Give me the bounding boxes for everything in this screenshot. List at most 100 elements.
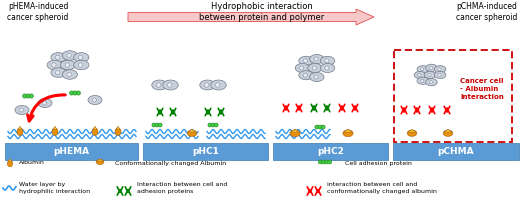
- Ellipse shape: [96, 159, 104, 164]
- Circle shape: [325, 59, 329, 63]
- Ellipse shape: [62, 51, 78, 60]
- Text: Cell adhesion protein: Cell adhesion protein: [345, 161, 412, 166]
- Circle shape: [300, 66, 304, 70]
- Circle shape: [56, 71, 60, 75]
- Text: Hydrophobic interaction
between protein and polymer: Hydrophobic interaction between protein …: [199, 2, 325, 22]
- Circle shape: [65, 63, 69, 67]
- Circle shape: [303, 59, 307, 63]
- Text: Conformationally changed Albumin: Conformationally changed Albumin: [115, 161, 226, 166]
- Circle shape: [158, 123, 162, 127]
- Circle shape: [324, 160, 329, 164]
- Bar: [393, 143, 519, 160]
- Ellipse shape: [425, 79, 437, 86]
- Text: pHEMA: pHEMA: [53, 147, 90, 156]
- Ellipse shape: [88, 95, 102, 104]
- Circle shape: [418, 73, 421, 77]
- Ellipse shape: [51, 68, 66, 77]
- Circle shape: [303, 73, 307, 77]
- Circle shape: [314, 75, 318, 79]
- Ellipse shape: [115, 128, 121, 136]
- Circle shape: [29, 94, 34, 98]
- Text: pHC2: pHC2: [317, 147, 344, 156]
- Circle shape: [157, 83, 161, 87]
- Polygon shape: [93, 126, 97, 130]
- Circle shape: [315, 125, 319, 129]
- Ellipse shape: [152, 80, 167, 90]
- Ellipse shape: [7, 160, 13, 167]
- Circle shape: [429, 66, 432, 69]
- Ellipse shape: [414, 71, 425, 79]
- Circle shape: [214, 123, 218, 127]
- Ellipse shape: [38, 99, 52, 108]
- Circle shape: [67, 72, 71, 77]
- Ellipse shape: [200, 80, 215, 90]
- Ellipse shape: [51, 53, 66, 62]
- Circle shape: [73, 91, 77, 95]
- Polygon shape: [8, 159, 12, 162]
- Text: pHEMA-induced
cancer spheroid: pHEMA-induced cancer spheroid: [7, 2, 69, 22]
- Ellipse shape: [299, 71, 313, 80]
- Bar: [273, 143, 388, 160]
- Ellipse shape: [295, 64, 310, 72]
- Text: Albumin: Albumin: [19, 161, 45, 166]
- Ellipse shape: [424, 71, 436, 79]
- Ellipse shape: [62, 70, 78, 79]
- Circle shape: [318, 125, 322, 129]
- Ellipse shape: [310, 55, 324, 64]
- Ellipse shape: [434, 71, 446, 79]
- Polygon shape: [53, 126, 57, 130]
- FancyArrow shape: [128, 9, 374, 25]
- Circle shape: [204, 83, 209, 87]
- Ellipse shape: [343, 130, 353, 137]
- Ellipse shape: [74, 53, 89, 62]
- Bar: [143, 143, 268, 160]
- Circle shape: [428, 73, 431, 77]
- Circle shape: [26, 94, 30, 98]
- Ellipse shape: [320, 56, 335, 65]
- Ellipse shape: [187, 130, 197, 136]
- Ellipse shape: [47, 60, 62, 70]
- Ellipse shape: [320, 64, 335, 72]
- Polygon shape: [97, 159, 103, 161]
- Polygon shape: [344, 129, 352, 132]
- Ellipse shape: [52, 128, 58, 136]
- Circle shape: [92, 98, 96, 102]
- Circle shape: [321, 160, 325, 164]
- Circle shape: [314, 57, 318, 61]
- Circle shape: [23, 94, 27, 98]
- Circle shape: [215, 83, 220, 87]
- Circle shape: [155, 123, 159, 127]
- Text: pCHMA: pCHMA: [438, 147, 474, 156]
- Circle shape: [312, 66, 316, 70]
- Circle shape: [318, 160, 322, 164]
- Text: pHC1: pHC1: [192, 147, 219, 156]
- Ellipse shape: [74, 60, 89, 70]
- Circle shape: [321, 125, 325, 129]
- Text: Water layer by
hydrophilic interaction: Water layer by hydrophilic interaction: [19, 182, 90, 194]
- Polygon shape: [291, 129, 299, 132]
- Ellipse shape: [407, 130, 417, 136]
- Ellipse shape: [92, 128, 98, 136]
- Text: Cancer cell
- Albumin
Interaction: Cancer cell - Albumin Interaction: [460, 78, 504, 100]
- Circle shape: [429, 81, 432, 84]
- Ellipse shape: [299, 56, 313, 65]
- Circle shape: [77, 91, 81, 95]
- Ellipse shape: [417, 77, 429, 84]
- Text: pCHMA-induced
cancer spheroid: pCHMA-induced cancer spheroid: [456, 2, 518, 22]
- Ellipse shape: [17, 128, 23, 136]
- Circle shape: [211, 123, 215, 127]
- Ellipse shape: [163, 80, 178, 90]
- Circle shape: [79, 63, 83, 67]
- Circle shape: [325, 66, 329, 70]
- Bar: [5, 143, 138, 160]
- Circle shape: [52, 63, 56, 67]
- Circle shape: [152, 123, 156, 127]
- Circle shape: [19, 108, 24, 112]
- Circle shape: [70, 91, 74, 95]
- Circle shape: [438, 73, 441, 77]
- Circle shape: [208, 123, 212, 127]
- Circle shape: [328, 160, 332, 164]
- Circle shape: [67, 53, 71, 58]
- Polygon shape: [444, 129, 452, 132]
- Circle shape: [421, 68, 424, 71]
